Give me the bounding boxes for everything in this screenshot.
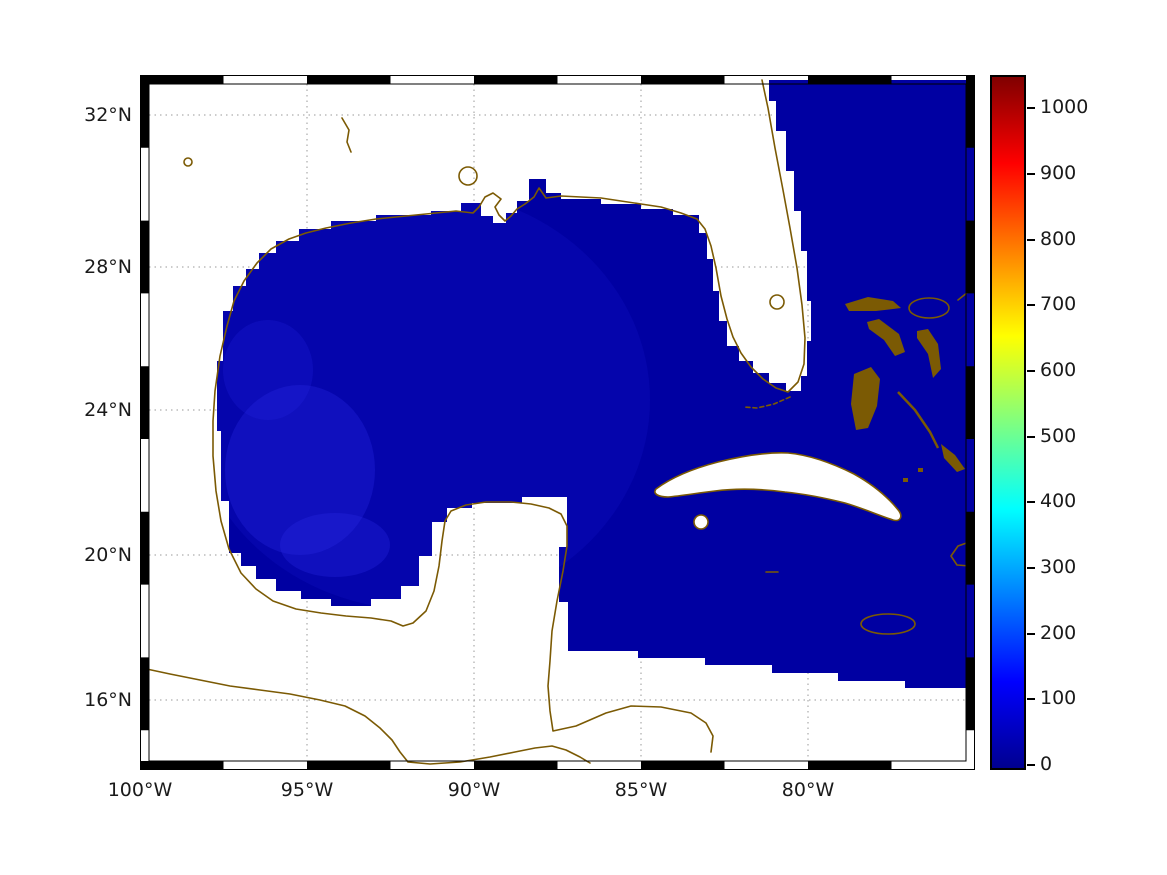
colorbar-tick-label: 300 (1026, 556, 1077, 578)
florida-keys (743, 396, 791, 409)
island (867, 319, 905, 356)
island (918, 468, 923, 472)
jamaica-outline (860, 613, 916, 635)
map-plot-area (139, 74, 976, 771)
lat-tick-label: 24°N (84, 399, 132, 421)
pacific-coastline-path (141, 667, 591, 765)
colorbar-tick-label: 700 (1026, 293, 1077, 315)
lon-tick-label: 80°W (781, 779, 835, 801)
ocean-polygon (217, 80, 975, 688)
bahama-bank-outline (908, 297, 950, 319)
colorbar-tick-label: 400 (1026, 490, 1077, 512)
island (917, 329, 941, 378)
mainland-coastline-path (212, 79, 806, 753)
colorbar-tick-label: 1000 (1026, 96, 1089, 118)
lat-tick-label: 28°N (84, 256, 132, 278)
colorbar-tick-label: 900 (1026, 162, 1077, 184)
colorbar-tick-label: 500 (1026, 425, 1077, 447)
lon-tick-label: 90°W (447, 779, 501, 801)
white-islands-layer (654, 452, 902, 530)
colorbar-tick-label: 600 (1026, 359, 1077, 381)
exuma-chain (897, 391, 940, 449)
island (903, 478, 908, 482)
lat-tick-label: 20°N (84, 544, 132, 566)
small-lake (183, 157, 193, 167)
cuba-island (654, 452, 902, 522)
colorbar-tick-label: 800 (1026, 228, 1077, 250)
island (851, 367, 880, 430)
island (845, 297, 901, 311)
colorbar-tick-label: 0 (1026, 753, 1053, 775)
island (941, 444, 965, 472)
lon-tick-label: 85°W (614, 779, 668, 801)
colorbar-tick-label: 200 (1026, 622, 1077, 644)
lon-tick-label: 100°W (107, 779, 173, 801)
colorbar (990, 75, 1026, 770)
lat-tick-label: 16°N (84, 689, 132, 711)
colorbar-tick-label: 100 (1026, 687, 1077, 709)
lake-pontchartrain (458, 166, 478, 186)
bahamas-islands (845, 297, 965, 482)
lake-okeechobee (769, 294, 785, 310)
gulf-lighter-values (217, 190, 650, 610)
isle-of-youth (693, 514, 709, 530)
lon-tick-label: 95°W (280, 779, 334, 801)
map-canvas (139, 74, 976, 771)
lat-tick-label: 32°N (84, 104, 132, 126)
inland-river (341, 117, 352, 153)
